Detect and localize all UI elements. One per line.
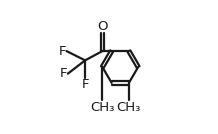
Text: CH₃: CH₃ <box>90 101 114 114</box>
Text: F: F <box>60 67 67 80</box>
Text: O: O <box>97 20 108 33</box>
Text: CH₃: CH₃ <box>117 101 141 114</box>
Text: F: F <box>58 45 66 58</box>
Text: F: F <box>81 78 89 91</box>
